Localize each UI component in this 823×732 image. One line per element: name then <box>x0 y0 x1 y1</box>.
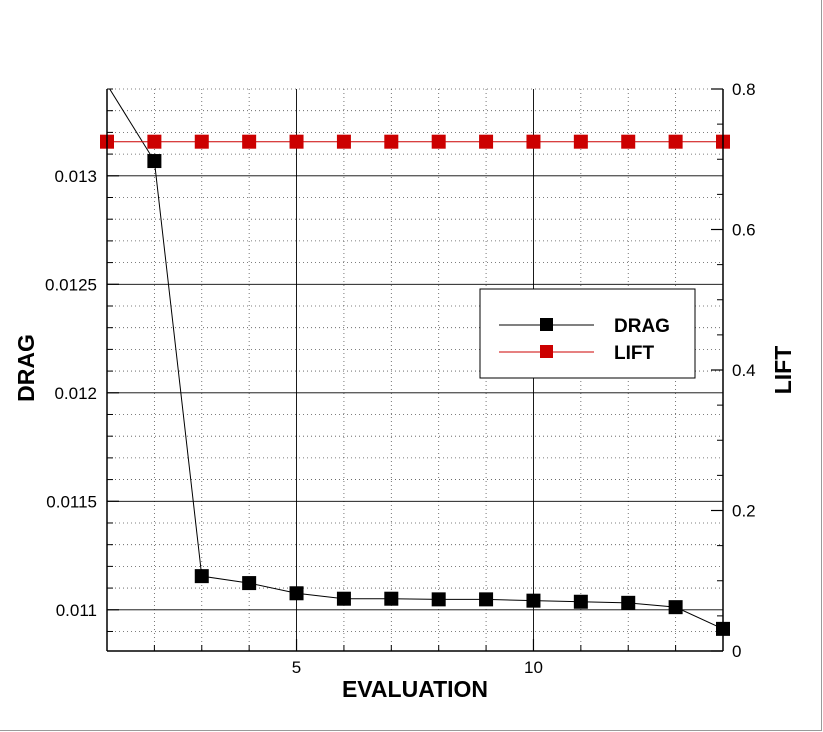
data-point-drag <box>431 592 446 607</box>
tick-labels: 0.011 0.0115 0.012 0.0125 0.013 5 10 0 0.2 0.4 0.6… <box>45 80 756 677</box>
left-tick-label: 0.013 <box>54 167 97 186</box>
left-y-axis-title: DRAG <box>13 334 39 402</box>
data-point-lift <box>289 134 304 149</box>
data-point-drag <box>336 591 351 606</box>
series-line-drag <box>109 89 723 630</box>
series-lines <box>100 89 730 636</box>
data-point-drag <box>242 576 257 591</box>
data-point-lift <box>621 134 636 149</box>
data-point-drag <box>573 594 588 609</box>
ticks <box>106 88 724 652</box>
left-tick-label: 0.0115 <box>46 492 97 511</box>
data-point-lift <box>479 134 494 149</box>
data-point-lift <box>668 134 683 149</box>
right-tick-label: 0 <box>732 642 741 661</box>
data-point-drag <box>668 600 683 615</box>
x-tick-label: 10 <box>524 658 543 677</box>
legend-box <box>479 288 696 379</box>
legend-lift-label: LIFT <box>614 343 654 364</box>
legend: DRAG LIFT <box>479 288 696 379</box>
legend-drag-label: DRAG <box>614 316 670 337</box>
data-point-lift <box>242 134 257 149</box>
data-point-drag <box>384 591 399 606</box>
right-tick-label: 0.2 <box>732 502 756 521</box>
left-tick-label: 0.0125 <box>45 275 97 294</box>
data-point-drag <box>147 154 162 169</box>
legend-drag-marker <box>540 318 553 331</box>
data-point-drag <box>479 592 494 607</box>
right-y-axis-title: LIFT <box>770 346 796 395</box>
data-point-drag <box>289 586 304 601</box>
right-tick-label: 0.8 <box>732 80 756 99</box>
right-tick-label: 0.6 <box>732 221 756 240</box>
data-point-lift <box>526 134 541 149</box>
left-tick-label: 0.012 <box>54 384 97 403</box>
data-point-lift <box>147 134 162 149</box>
data-point-lift <box>573 134 588 149</box>
left-tick-label: 0.011 <box>56 601 97 620</box>
data-point-lift <box>336 134 351 149</box>
x-tick-label: 5 <box>292 658 301 677</box>
data-point-drag <box>194 569 209 584</box>
x-axis-title: EVALUATION <box>342 676 488 702</box>
data-point-lift <box>431 134 446 149</box>
data-point-lift <box>194 134 209 149</box>
data-point-lift <box>384 134 399 149</box>
legend-lift-marker <box>540 345 553 358</box>
right-tick-label: 0.4 <box>732 361 756 380</box>
data-point-drag <box>526 593 541 608</box>
data-point-drag <box>621 595 636 610</box>
